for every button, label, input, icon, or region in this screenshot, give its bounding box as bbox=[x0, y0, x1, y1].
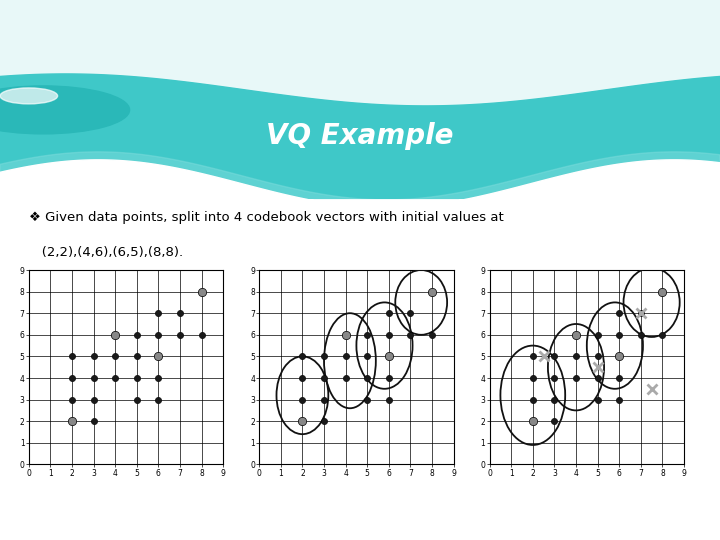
Text: VQ Example: VQ Example bbox=[266, 122, 454, 150]
Circle shape bbox=[0, 88, 58, 104]
Text: (2,2),(4,6),(6,5),(8,8).: (2,2),(4,6),(6,5),(8,8). bbox=[29, 246, 183, 259]
Text: ❖ Given data points, split into 4 codebook vectors with initial values at: ❖ Given data points, split into 4 codebo… bbox=[29, 211, 503, 224]
Circle shape bbox=[0, 86, 130, 134]
